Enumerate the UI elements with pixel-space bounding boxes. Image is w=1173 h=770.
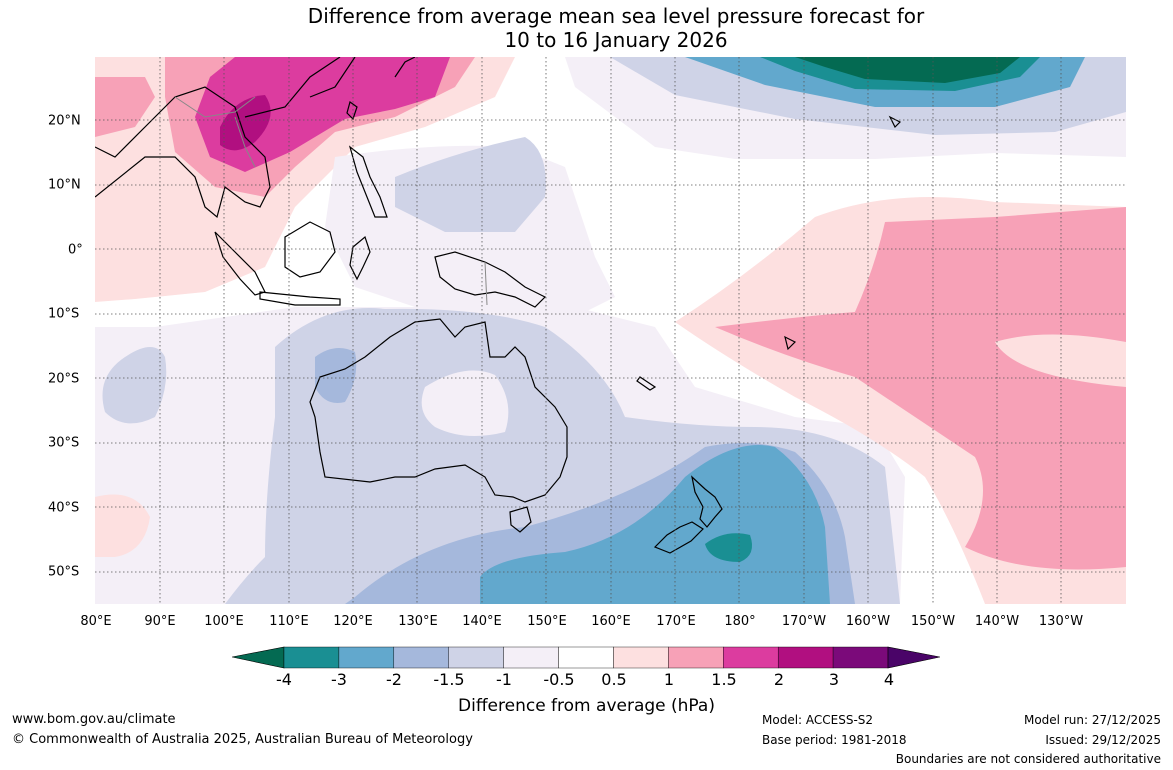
japan-coastline (394, 57, 416, 78)
lon-tick-label: 90°E (144, 614, 176, 629)
colorbar-swatch (448, 646, 504, 669)
lon-tick-label: 140°E (462, 614, 502, 629)
colorbar-swatch (393, 646, 449, 669)
anomaly-plus05-indian-south (95, 494, 150, 557)
lat-tick-label: 10°N (48, 177, 81, 193)
lat-tick-label: 40°S (48, 500, 80, 516)
colorbar-swatch (832, 646, 889, 669)
colorbar-label: 1.5 (711, 670, 737, 689)
anomaly-plus1-south-pacific (715, 207, 1126, 570)
colorbar-label: -1.5 (433, 670, 465, 689)
anomaly-minus05-australia-interior (421, 370, 509, 436)
lat-tick-label: 0° (68, 242, 83, 258)
lon-tick-label: 130°E (398, 614, 438, 629)
lon-tick-label: 160°E (591, 614, 631, 629)
lon-tick-label: 150°W (910, 614, 956, 629)
coastlines (95, 57, 902, 554)
sulawesi-coastline (349, 235, 371, 281)
lon-tick-label: 80°E (80, 614, 112, 629)
lon-tick-label: 110°E (269, 614, 309, 629)
colorbar-label: 2 (773, 670, 785, 689)
country-boundaries (174, 96, 488, 306)
lat-tick-label: 30°S (48, 435, 80, 451)
colorbar (231, 646, 941, 670)
map-title: Difference from average mean sea level p… (0, 4, 1173, 52)
lon-tick-label: 170°W (781, 614, 827, 629)
colorbar-swatch (668, 646, 724, 669)
anomaly-plus2-asia (220, 95, 271, 151)
anomaly-minus3-south (705, 533, 753, 562)
footer-disclaimer: Boundaries are not considered authoritat… (895, 752, 1161, 766)
lat-tick-label: 10°S (48, 306, 80, 322)
anomaly-minus1-maritime (395, 137, 546, 232)
colorbar-swatch (777, 646, 834, 669)
anomaly-minus4-north-pacific (795, 57, 1020, 83)
footer-copyright: © Commonwealth of Australia 2025, Austra… (12, 732, 473, 747)
asia-mainland-coastline (95, 57, 356, 219)
colorbar-swatch (283, 646, 340, 669)
graticule (95, 57, 1126, 604)
hawaii-coastline (888, 115, 902, 129)
borneo-coastline (284, 221, 336, 278)
lon-tick-label: 130°W (1038, 614, 1084, 629)
footer-website: www.bom.gov.au/climate (12, 712, 176, 727)
lon-tick-label: 170°E (656, 614, 696, 629)
title-line-1: Difference from average mean sea level p… (307, 4, 925, 28)
fiji-coastline (784, 335, 797, 351)
new-zealand-north-coastline (691, 475, 723, 528)
lat-tick-label: 50°S (48, 564, 80, 580)
new-caledonia-coastline (636, 376, 657, 391)
lon-tick-label: 100°E (204, 614, 244, 629)
colorbar-extend-low (231, 646, 285, 669)
footer-issued: Issued: 29/12/2025 (1045, 733, 1161, 747)
new-zealand-south-coastline (653, 521, 704, 554)
anomaly-minus2-south (480, 445, 830, 604)
australia-coastline (309, 318, 568, 503)
colorbar-label: -4 (276, 670, 292, 689)
pressure-anomaly-map (95, 57, 1126, 604)
philippines-coastline (348, 145, 388, 218)
colorbar-svg (231, 646, 941, 669)
colorbar-title: Difference from average (hPa) (458, 696, 715, 716)
lon-tick-label: 140°W (974, 614, 1020, 629)
title-line-2: 10 to 16 January 2026 (504, 28, 728, 52)
colorbar-swatch (613, 646, 669, 669)
lon-tick-label: 160°W (845, 614, 891, 629)
lon-tick-label: 180° (724, 614, 756, 629)
colorbar-label: 4 (883, 670, 895, 689)
colorbar-label: 3 (828, 670, 840, 689)
tasmania-coastline (509, 506, 532, 533)
colorbar-swatch (503, 646, 559, 669)
java-coastline (259, 291, 341, 306)
colorbar-label: -1 (496, 670, 512, 689)
anomaly-plus15-asia (195, 57, 450, 172)
map-canvas (95, 57, 1126, 604)
colorbar-label: 0.5 (601, 670, 627, 689)
footer-base-period: Base period: 1981-2018 (762, 733, 907, 747)
lon-tick-label: 120°E (333, 614, 373, 629)
lon-tick-label: 150°E (527, 614, 567, 629)
taiwan-coastline (346, 101, 358, 121)
colorbar-label: 1 (663, 670, 675, 689)
colorbar-extend-high (887, 646, 941, 669)
colorbar-label: -3 (331, 670, 347, 689)
footer-model-run: Model run: 27/12/2025 (1023, 713, 1161, 727)
lat-tick-label: 20°S (48, 371, 80, 387)
colorbar-swatch (338, 646, 395, 669)
colorbar-label: -0.5 (543, 670, 575, 689)
footer-model: Model: ACCESS-S2 (762, 713, 874, 727)
colorbar-label: -2 (386, 670, 402, 689)
colorbar-swatch (558, 646, 614, 669)
lat-tick-label: 20°N (48, 113, 81, 129)
colorbar-swatch (723, 646, 779, 669)
